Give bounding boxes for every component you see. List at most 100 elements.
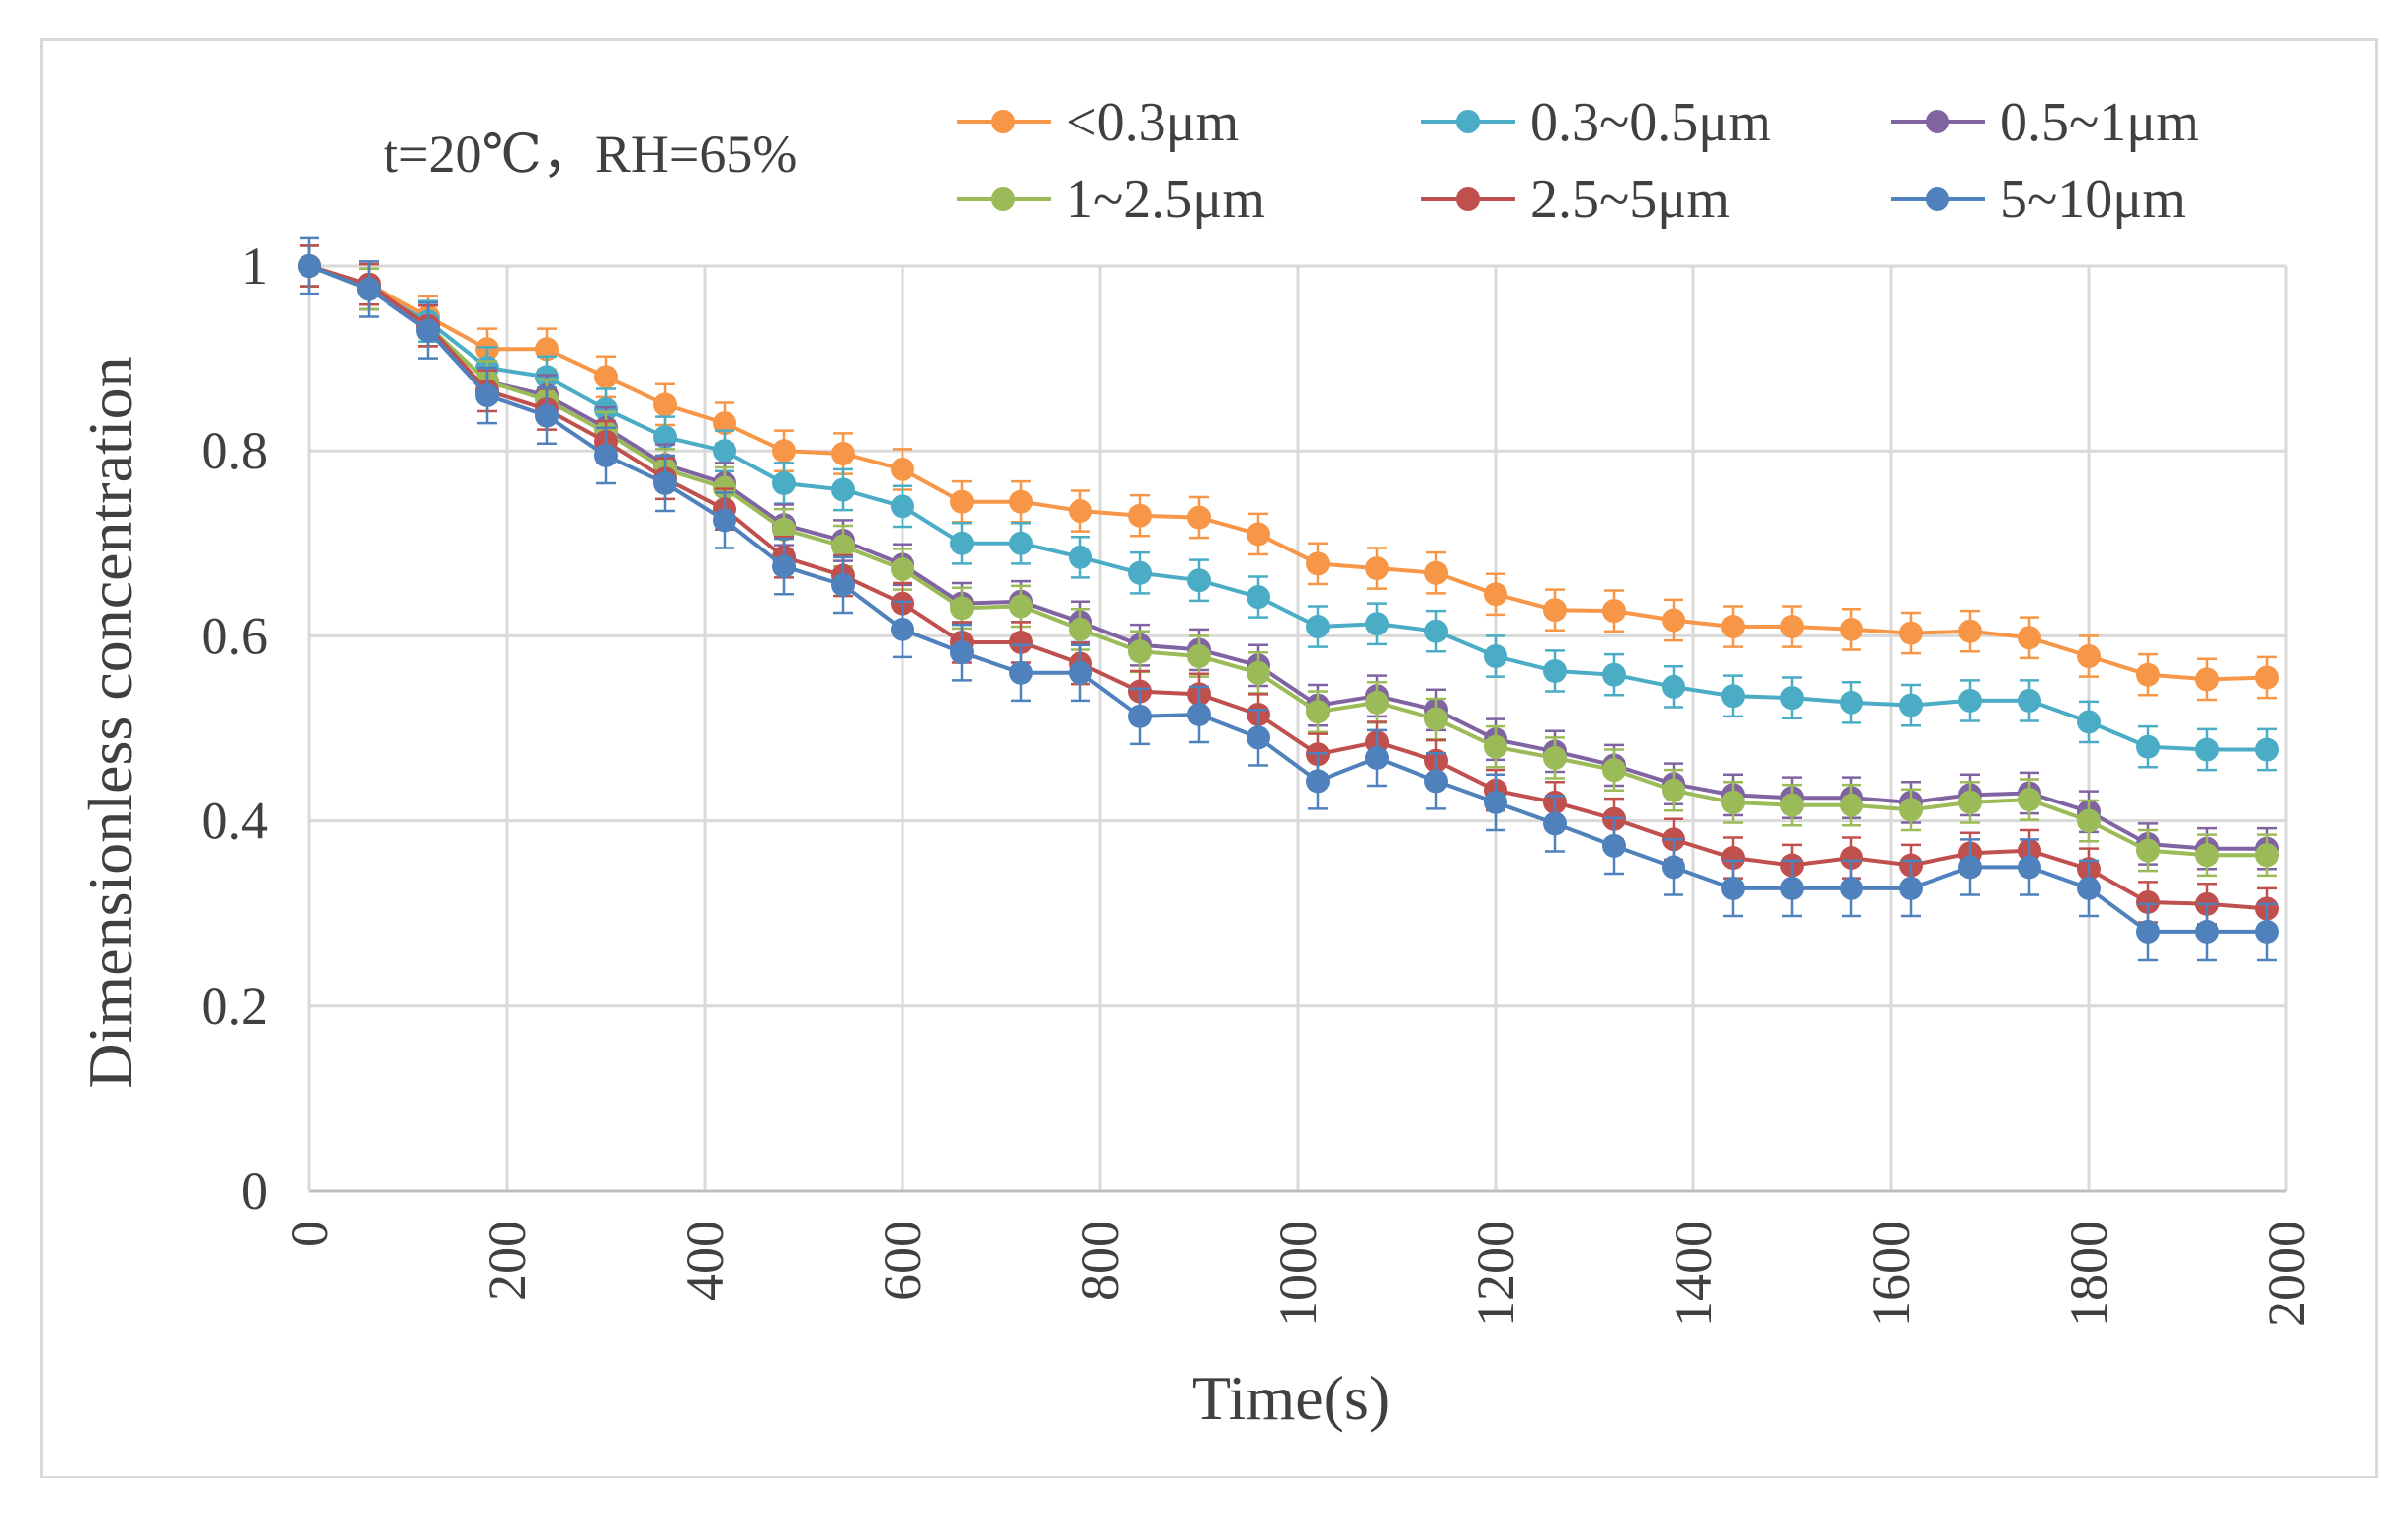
x-tick-label: 200 <box>477 1221 537 1301</box>
legend-label: <0.3μm <box>1066 92 1239 153</box>
data-point <box>2195 667 2219 692</box>
series-3 <box>298 244 2279 871</box>
data-point <box>713 439 736 464</box>
data-point <box>831 442 855 466</box>
data-point <box>298 254 321 278</box>
data-point <box>1009 660 1033 685</box>
legend-label: 2.5~5μm <box>1530 169 1730 230</box>
data-point <box>1009 630 1033 654</box>
data-point <box>2195 843 2219 868</box>
data-point <box>1484 734 1507 759</box>
legend-marker <box>991 187 1015 211</box>
legend-item: 1~2.5μm <box>957 169 1265 230</box>
data-point <box>713 508 736 533</box>
legend-marker <box>1456 187 1480 211</box>
data-point <box>2077 808 2101 833</box>
data-point <box>2018 626 2041 650</box>
data-point <box>2136 838 2160 863</box>
data-point <box>1543 658 1567 683</box>
y-tick-label: 0 <box>241 1161 268 1221</box>
legend-item: 5~10μm <box>1891 169 2186 230</box>
legend-marker <box>991 110 1015 133</box>
data-point <box>535 337 559 362</box>
data-point <box>1958 688 1982 713</box>
chart-frame: 0 0.2 0.4 0.6 0.8 1 0 200 400 600 800 1000 1200 1400 1… <box>40 38 2378 1478</box>
data-point <box>594 443 618 467</box>
data-point <box>891 494 914 519</box>
data-point <box>1899 876 1923 900</box>
legend-marker <box>1456 110 1480 133</box>
data-point <box>1662 608 1685 632</box>
data-point <box>891 457 914 481</box>
data-point <box>2195 737 2219 762</box>
data-point <box>1069 499 1092 524</box>
y-tick-label: 0.8 <box>202 421 269 480</box>
data-point <box>1840 846 1863 871</box>
data-point <box>2077 710 2101 734</box>
data-point <box>1958 619 1982 643</box>
series-2 <box>298 244 2279 772</box>
data-point <box>1602 662 1626 687</box>
data-point <box>1069 660 1092 685</box>
legend-item: 0.5~1μm <box>1891 92 2199 153</box>
data-point <box>1899 693 1923 717</box>
data-point <box>2077 643 2101 668</box>
data-point <box>2136 662 2160 687</box>
data-point <box>950 640 974 665</box>
data-point <box>1958 790 1982 814</box>
series-line <box>308 264 2267 851</box>
y-tick-label: 0.4 <box>202 792 269 851</box>
data-point <box>1721 615 1745 639</box>
data-point <box>1780 686 1804 711</box>
data-point <box>713 411 736 436</box>
data-point <box>1365 612 1389 636</box>
y-tick-label: 0.6 <box>202 606 269 665</box>
data-point <box>1780 615 1804 639</box>
data-point <box>2018 855 2041 880</box>
data-point <box>1484 582 1507 607</box>
data-point <box>1009 489 1033 514</box>
data-point <box>1840 793 1863 817</box>
data-point <box>653 470 677 495</box>
data-point <box>2136 889 2160 914</box>
data-point <box>653 425 677 450</box>
data-point <box>1306 551 1330 576</box>
data-point <box>831 477 855 502</box>
x-tick-label: 1400 <box>1664 1221 1723 1327</box>
legend-label: 0.3~0.5μm <box>1530 92 1771 153</box>
data-point <box>1721 684 1745 709</box>
data-point <box>1721 876 1745 900</box>
data-point <box>1424 769 1448 794</box>
y-axis-title: Dimensionless concentration <box>75 356 145 1088</box>
data-point <box>1247 660 1270 685</box>
data-point <box>1721 790 1745 814</box>
data-point <box>1899 621 1923 645</box>
x-tick-label: 600 <box>873 1221 932 1301</box>
series-line <box>308 264 2268 911</box>
data-point <box>1484 643 1507 668</box>
data-point <box>1662 674 1685 699</box>
series-1 <box>298 244 2279 702</box>
series-line <box>308 264 2268 682</box>
data-point <box>1543 598 1567 623</box>
x-tick-label: 1000 <box>1268 1221 1328 1327</box>
data-point <box>1009 531 1033 555</box>
data-point <box>891 557 914 582</box>
legend: <0.3μm 0.3~0.5μm 0.5~1μm 1~2.5μm 2.5~5μm 5~10… <box>957 92 2199 230</box>
data-point <box>950 489 974 514</box>
data-point <box>1365 745 1389 770</box>
y-tick-label: 0.2 <box>202 976 269 1036</box>
data-point <box>1543 811 1567 836</box>
legend-item: 2.5~5μm <box>1421 169 1730 230</box>
data-point <box>1840 690 1863 715</box>
data-point <box>1424 560 1448 585</box>
data-point <box>1780 793 1804 817</box>
x-tick-label: 800 <box>1071 1221 1130 1301</box>
data-point <box>1306 615 1330 639</box>
data-point <box>2018 788 2041 812</box>
data-point <box>1602 833 1626 858</box>
data-point <box>416 318 440 343</box>
legend-item: <0.3μm <box>957 92 1239 153</box>
legend-marker <box>1926 187 1949 211</box>
data-point <box>1128 503 1152 528</box>
